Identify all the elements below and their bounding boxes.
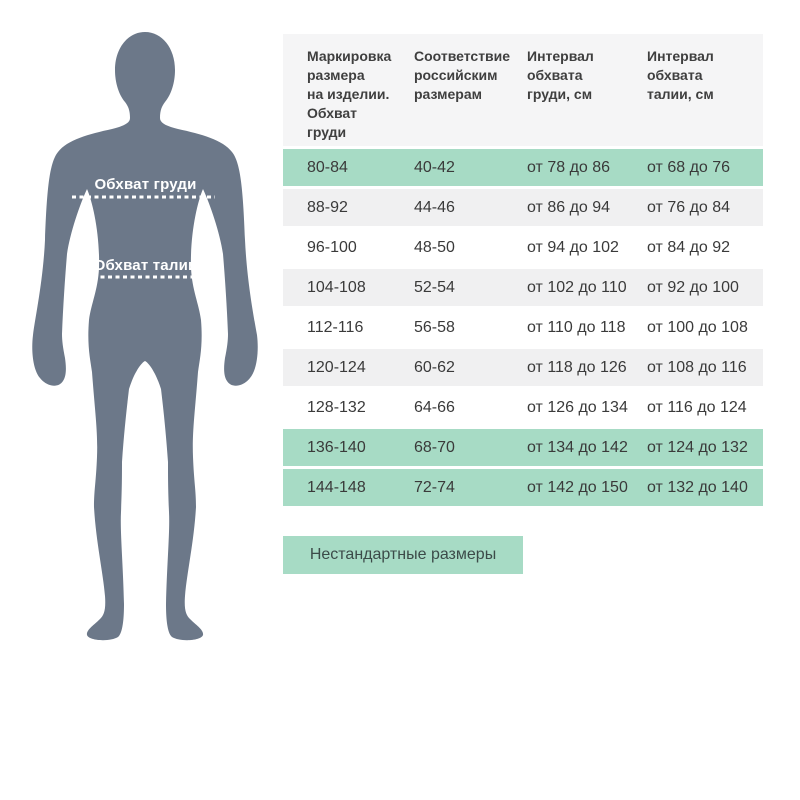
table-cell-chest-interval: от 102 до 110 <box>527 278 627 296</box>
table-cell-russian-size: 40-42 <box>414 158 455 176</box>
table-row: 96-100 48-50 от 94 до 102 от 84 до 92 <box>283 229 763 266</box>
size-table: Маркировка размера на изделии. Обхват гр… <box>283 34 763 509</box>
table-row: 80-84 40-42 от 78 до 86 от 68 до 76 <box>283 149 763 186</box>
table-cell-chest-interval: от 126 до 134 <box>527 398 628 416</box>
table-cell-size-marking: 128-132 <box>307 398 366 416</box>
table-cell-size-marking: 88-92 <box>307 198 348 216</box>
table-cell-chest-interval: от 142 до 150 <box>527 478 628 496</box>
table-cell-chest-interval: от 110 до 118 <box>527 318 626 336</box>
header-chest-interval: Интервал обхвата груди, см <box>527 48 594 102</box>
silhouette-shape <box>32 32 258 641</box>
table-body: 80-84 40-42 от 78 до 86 от 68 до 76 88-92 44-… <box>283 149 763 506</box>
table-cell-size-marking: 80-84 <box>307 158 348 176</box>
chest-measure-label: Обхват груди <box>94 176 197 193</box>
table-row: 112-116 56-58 от 110 до 118 от 100 до 108 <box>283 309 763 346</box>
table-header-row: Маркировка размера на изделии. Обхват гр… <box>283 34 763 146</box>
table-cell-russian-size: 56-58 <box>414 318 455 336</box>
table-cell-chest-interval: от 118 до 126 <box>527 358 627 376</box>
table-cell-chest-interval: от 86 до 94 <box>527 198 611 216</box>
table-cell-size-marking: 112-116 <box>307 318 364 336</box>
table-row: 144-148 72-74 от 142 до 150 от 132 до 140 <box>283 469 763 506</box>
human-silhouette: Обхват груди Обхват талии <box>20 20 270 660</box>
table-cell-russian-size: 48-50 <box>414 238 455 256</box>
table-cell-chest-interval: от 78 до 86 <box>527 158 611 176</box>
table-cell-size-marking: 104-108 <box>307 278 366 296</box>
table-cell-waist-interval: от 100 до 108 <box>647 318 748 336</box>
table-cell-waist-interval: от 132 до 140 <box>647 478 748 496</box>
table-row: 104-108 52-54 от 102 до 110 от 92 до 100 <box>283 269 763 306</box>
table-cell-waist-interval: от 124 до 132 <box>647 438 748 456</box>
table-cell-waist-interval: от 84 до 92 <box>647 238 731 256</box>
table-cell-size-marking: 96-100 <box>307 238 357 256</box>
header-russian-size: Соответствие российским размерам <box>414 48 511 102</box>
nonstandard-sizes-button[interactable]: Нестандартные размеры <box>283 536 523 574</box>
table-cell-waist-interval: от 68 до 76 <box>647 158 731 176</box>
waist-measure-label: Обхват талии <box>93 257 198 274</box>
table-cell-size-marking: 120-124 <box>307 358 366 376</box>
table-cell-waist-interval: от 92 до 100 <box>647 278 739 296</box>
table-cell-russian-size: 68-70 <box>414 438 455 456</box>
table-cell-waist-interval: от 116 до 124 <box>647 398 747 416</box>
table-row: 88-92 44-46 от 86 до 94 от 76 до 84 <box>283 189 763 226</box>
table-cell-waist-interval: от 108 до 116 <box>647 358 747 376</box>
table-cell-russian-size: 60-62 <box>414 358 455 376</box>
table-cell-chest-interval: от 94 до 102 <box>527 238 619 256</box>
table-cell-chest-interval: от 134 до 142 <box>527 438 628 456</box>
table-cell-size-marking: 144-148 <box>307 478 366 496</box>
table-cell-russian-size: 44-46 <box>414 198 455 216</box>
table-cell-russian-size: 52-54 <box>414 278 455 296</box>
table-cell-russian-size: 72-74 <box>414 478 455 496</box>
table-row: 120-124 60-62 от 118 до 126 от 108 до 116 <box>283 349 763 386</box>
table-row: 136-140 68-70 от 134 до 142 от 124 до 132 <box>283 429 763 466</box>
table-cell-russian-size: 64-66 <box>414 398 455 416</box>
table-row: 128-132 64-66 от 126 до 134 от 116 до 124 <box>283 389 763 426</box>
table-cell-waist-interval: от 76 до 84 <box>647 198 731 216</box>
header-size-marking: Маркировка размера на изделии. Обхват гр… <box>307 48 392 140</box>
table-cell-size-marking: 136-140 <box>307 438 366 456</box>
header-waist-interval: Интервал обхвата талии, см <box>647 48 714 102</box>
male-body-icon <box>32 32 258 641</box>
